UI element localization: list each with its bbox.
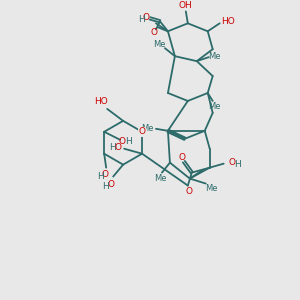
Text: O: O [139,127,145,136]
Text: Me: Me [154,174,166,183]
Text: Me: Me [206,184,218,193]
Text: OH: OH [179,1,193,10]
Text: O: O [185,187,192,196]
Text: H: H [97,172,104,181]
Text: HO: HO [94,98,108,106]
Text: H: H [109,143,116,152]
Text: H: H [138,15,144,24]
Text: Me: Me [208,52,221,61]
Text: Me: Me [141,124,153,133]
Text: O: O [118,137,126,146]
Text: O: O [108,180,115,189]
Text: O: O [142,13,149,22]
Text: H: H [102,182,109,191]
Text: HO: HO [221,17,235,26]
Text: O: O [102,170,109,179]
Text: O: O [178,153,185,162]
Text: H: H [234,160,241,169]
Text: O: O [151,28,158,37]
Text: O: O [228,158,235,167]
Text: O: O [115,143,122,152]
Text: Me: Me [153,40,165,49]
Text: Me: Me [208,102,221,111]
Text: H: H [125,137,131,146]
